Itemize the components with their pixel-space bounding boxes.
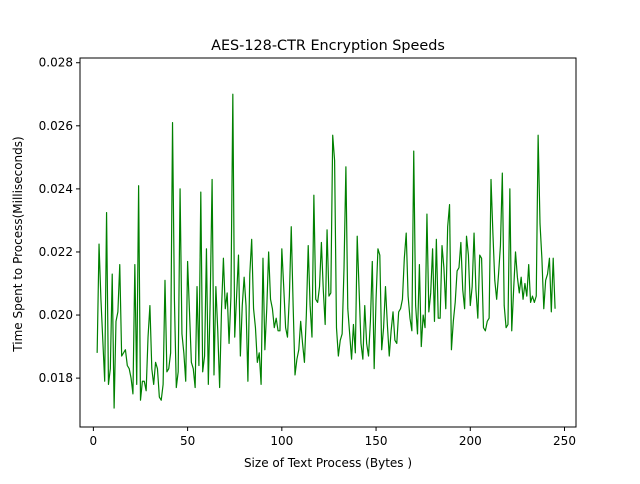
series-line-0 (96, 93, 556, 409)
y-tick-label: 0.018 (39, 371, 73, 385)
x-tick-label: 50 (180, 434, 195, 448)
y-axis-label: Time Spent to Process(Milliseconds) (11, 136, 25, 352)
x-axis: 0 50 100 150 200 250 (90, 427, 576, 448)
y-tick-label: 0.026 (39, 119, 73, 133)
plot-area (79, 57, 577, 428)
x-tick-label: 100 (270, 434, 293, 448)
y-tick-label: 0.024 (39, 182, 73, 196)
x-tick-label: 200 (459, 434, 482, 448)
x-tick-label: 250 (553, 434, 576, 448)
x-tick-label: 150 (365, 434, 388, 448)
y-tick-label: 0.022 (39, 245, 73, 259)
axes-frame (79, 57, 577, 428)
y-tick-label: 0.020 (39, 308, 73, 322)
y-axis: 0.018 0.020 0.022 0.024 0.026 0.028 (39, 56, 80, 385)
x-axis-label: Size of Text Process (Bytes ) (244, 456, 412, 470)
chart-title: AES-128-CTR Encryption Speeds (211, 38, 445, 54)
x-tick-label: 0 (90, 434, 98, 448)
y-tick-label: 0.028 (39, 56, 73, 70)
